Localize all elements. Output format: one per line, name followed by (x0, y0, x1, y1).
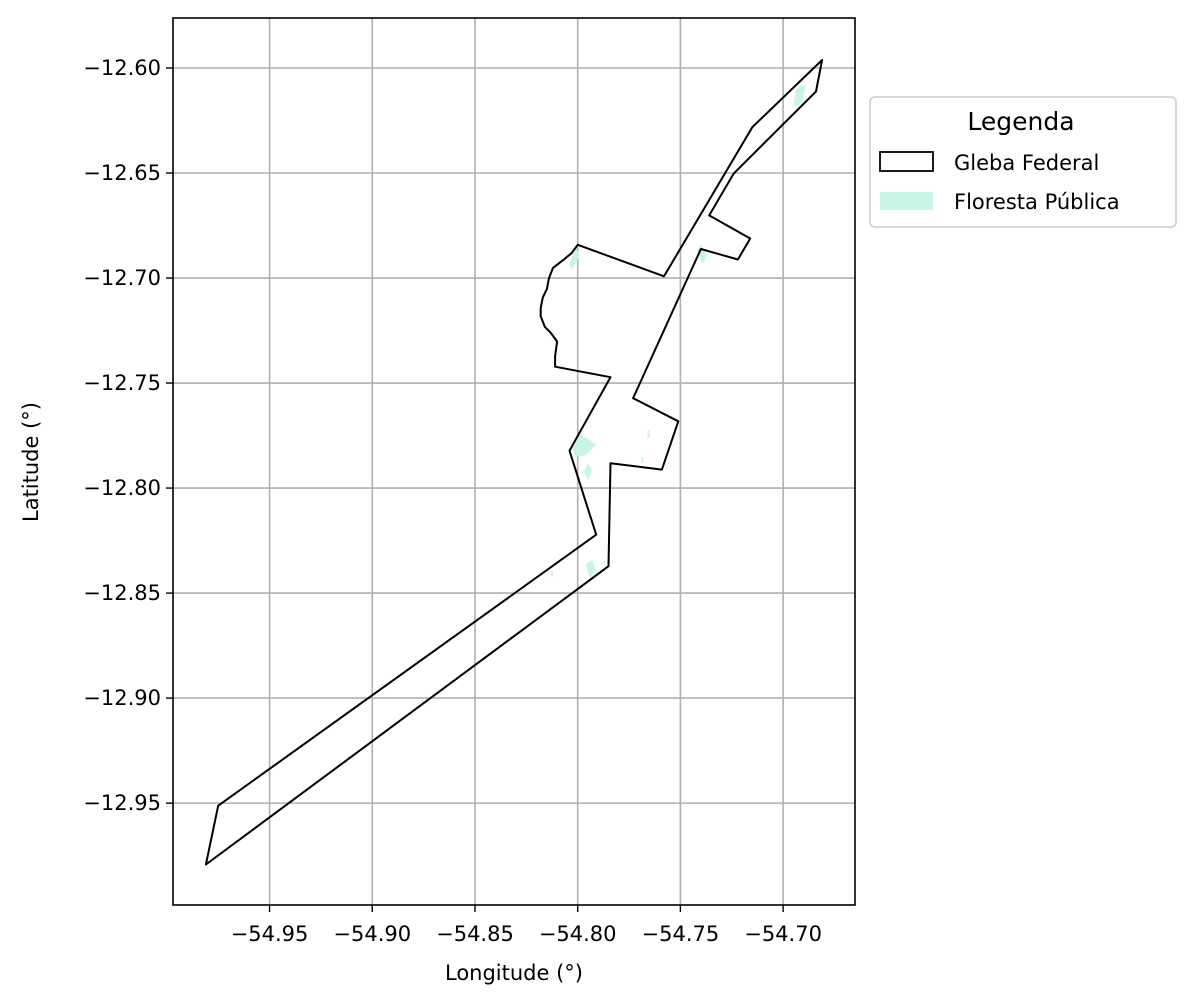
x-tick-label: −54.90 (333, 922, 411, 946)
grid-lines (173, 18, 855, 905)
floresta-publica-patch (585, 559, 597, 579)
legend-label-floresta-publica: Floresta Pública (954, 190, 1120, 214)
x-tick-label: −54.75 (642, 922, 720, 946)
y-axis-ticks: −12.60 −12.65 −12.70 −12.75 −12.80 −12.85 −12.… (83, 56, 173, 815)
x-axis-ticks: −54.95 −54.90 −54.85 −54.80 −54.75 −54.70 (231, 905, 822, 946)
y-tick-label: −12.75 (83, 371, 161, 395)
x-axis-label: Longitude (°) (445, 961, 583, 985)
x-tick-label: −54.85 (436, 922, 514, 946)
y-axis-label: Latitude (°) (19, 402, 43, 522)
legend: Legenda Gleba Federal Floresta Pública (869, 96, 1177, 228)
floresta-publica-patch (583, 463, 593, 481)
floresta-publica-patch (647, 429, 650, 439)
floresta-publica-patch (569, 246, 580, 270)
floresta-publica-patch (551, 570, 553, 577)
y-tick-label: −12.70 (83, 266, 161, 290)
floresta-publica-patches (551, 85, 806, 579)
floresta-publica-patch (696, 244, 708, 264)
x-tick-label: −54.70 (744, 922, 822, 946)
legend-title: Legenda (967, 107, 1074, 136)
gleba-federal-outline (204, 59, 824, 866)
legend-label-gleba-federal: Gleba Federal (954, 151, 1099, 175)
floresta-publica-patch (793, 85, 806, 107)
y-tick-label: −12.60 (83, 56, 161, 80)
y-tick-label: −12.85 (83, 581, 161, 605)
plot-area-frame (172, 17, 856, 906)
y-tick-label: −12.80 (83, 476, 161, 500)
legend-swatch-gleba-federal (879, 151, 934, 172)
y-tick-label: −12.65 (83, 161, 161, 185)
y-tick-label: −12.95 (83, 791, 161, 815)
gleba-federal-polygon (204, 59, 824, 866)
legend-box (869, 96, 1177, 228)
floresta-publica-patch (641, 457, 644, 464)
legend-swatch-floresta-publica (880, 192, 933, 210)
x-tick-label: −54.80 (539, 922, 617, 946)
x-tick-label: −54.95 (231, 922, 309, 946)
floresta-publica-patch (571, 433, 597, 457)
y-tick-label: −12.90 (83, 686, 161, 710)
